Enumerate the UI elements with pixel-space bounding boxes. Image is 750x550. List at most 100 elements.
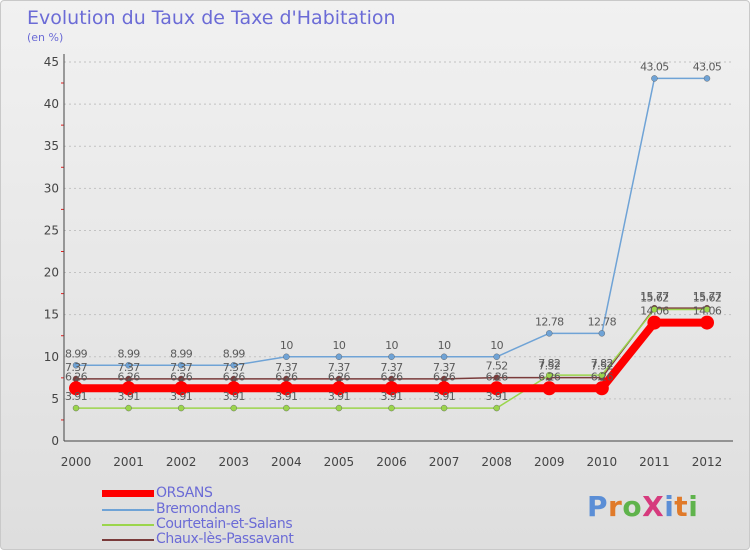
logo-letter: i	[664, 490, 675, 523]
x-tick-label: 2009	[534, 455, 565, 469]
data-label: 6.26	[380, 370, 403, 383]
legend-label: Bremondans	[156, 501, 241, 517]
x-tick-label: 2012	[692, 455, 723, 469]
data-label: 7.37	[170, 361, 193, 374]
data-point	[651, 306, 658, 313]
data-label: 7.37	[433, 361, 456, 374]
data-label: 3.91	[118, 390, 140, 403]
legend-label: ORSANS	[156, 485, 213, 501]
data-label: 6.26	[538, 370, 561, 383]
data-label: 6.26	[591, 370, 614, 383]
data-label: 6.26	[170, 370, 193, 383]
logo-letter: t	[674, 490, 689, 523]
data-point	[598, 330, 606, 337]
data-label: 43.05	[693, 60, 722, 73]
data-point	[72, 362, 80, 369]
data-label: 10	[438, 339, 451, 352]
data-point	[700, 315, 714, 330]
legend-swatch	[102, 490, 154, 497]
legend-label: Chaux-lès-Passavant	[156, 531, 294, 547]
data-label: 7.37	[65, 361, 88, 374]
data-label: 15.62	[693, 291, 722, 304]
x-tick-label: 2007	[429, 455, 460, 469]
y-tick-label: 15	[44, 308, 59, 322]
data-label: 6.26	[223, 370, 246, 383]
data-label: 3.91	[65, 390, 87, 403]
data-label: 6.26	[433, 370, 456, 383]
data-label: 7.37	[380, 361, 403, 374]
data-label: 3.91	[328, 390, 350, 403]
data-label: 6.26	[275, 370, 298, 383]
data-point	[177, 362, 185, 369]
data-point	[279, 381, 294, 396]
data-point	[283, 353, 290, 360]
data-point	[125, 362, 132, 369]
data-label: 3.91	[275, 390, 297, 403]
data-label: 14.06	[640, 305, 669, 318]
y-tick-label: 0	[51, 434, 59, 448]
data-label: 3.91	[433, 390, 455, 403]
data-label: 7.82	[538, 357, 560, 370]
y-tick-label: 30	[44, 181, 59, 195]
legend-swatch	[102, 524, 154, 526]
data-label: 7.37	[275, 361, 298, 374]
data-label: 15.77	[640, 290, 669, 303]
data-point	[546, 371, 553, 379]
logo-letter: i	[688, 490, 699, 523]
data-label: 8.99	[170, 347, 193, 360]
data-label: 6.26	[486, 370, 509, 383]
y-tick-label: 20	[44, 266, 59, 280]
x-tick-label: 2005	[324, 455, 355, 469]
logo-letter: X	[642, 490, 665, 523]
legend-swatch	[102, 539, 154, 541]
data-label: 3.91	[170, 390, 192, 403]
chart-title: Evolution du Taux de Taxe d'Habitation	[27, 7, 396, 29]
data-label: 7.37	[328, 361, 351, 374]
data-label: 12.78	[535, 315, 564, 328]
x-tick-label: 2011	[639, 455, 670, 469]
data-point	[703, 306, 711, 313]
y-tick-label: 5	[51, 392, 59, 406]
data-point	[283, 404, 290, 412]
data-point	[493, 353, 500, 360]
data-label: 8.99	[118, 347, 141, 360]
data-label: 3.91	[486, 390, 508, 403]
data-label: 7.52	[591, 360, 613, 373]
data-point	[703, 75, 711, 82]
data-point	[388, 404, 395, 412]
x-tick-label: 2000	[61, 455, 92, 469]
x-tick-label: 2002	[166, 455, 197, 469]
data-label: 3.91	[380, 390, 402, 403]
data-label: 7.37	[118, 361, 141, 374]
data-label: 7.82	[591, 357, 613, 370]
legend-label: Courtetain-et-Salans	[156, 516, 293, 532]
data-point	[230, 404, 237, 412]
data-point	[651, 75, 658, 82]
y-tick-label: 45	[44, 55, 59, 69]
data-point	[546, 330, 553, 337]
data-point	[437, 381, 452, 396]
logo-letter: o	[622, 490, 643, 523]
data-point	[121, 381, 136, 396]
data-label: 12.78	[588, 315, 617, 328]
x-tick-label: 2010	[587, 455, 618, 469]
data-point	[440, 353, 448, 360]
data-point	[331, 381, 346, 396]
chart-subtitle: (en %)	[27, 31, 64, 44]
data-label: 3.91	[223, 390, 245, 403]
data-label: 15.77	[693, 290, 722, 303]
data-label: 10	[280, 339, 293, 352]
x-tick-label: 2003	[218, 455, 249, 469]
data-label: 6.26	[328, 370, 351, 383]
data-point	[647, 315, 662, 330]
logo-letter: r	[608, 490, 623, 523]
logo-letter: P	[587, 490, 609, 523]
data-label: 43.05	[640, 60, 669, 73]
data-point	[174, 381, 189, 396]
data-label: 8.99	[65, 347, 88, 360]
data-point	[230, 362, 237, 369]
y-tick-label: 10	[44, 350, 59, 364]
data-label: 7.37	[223, 361, 246, 374]
